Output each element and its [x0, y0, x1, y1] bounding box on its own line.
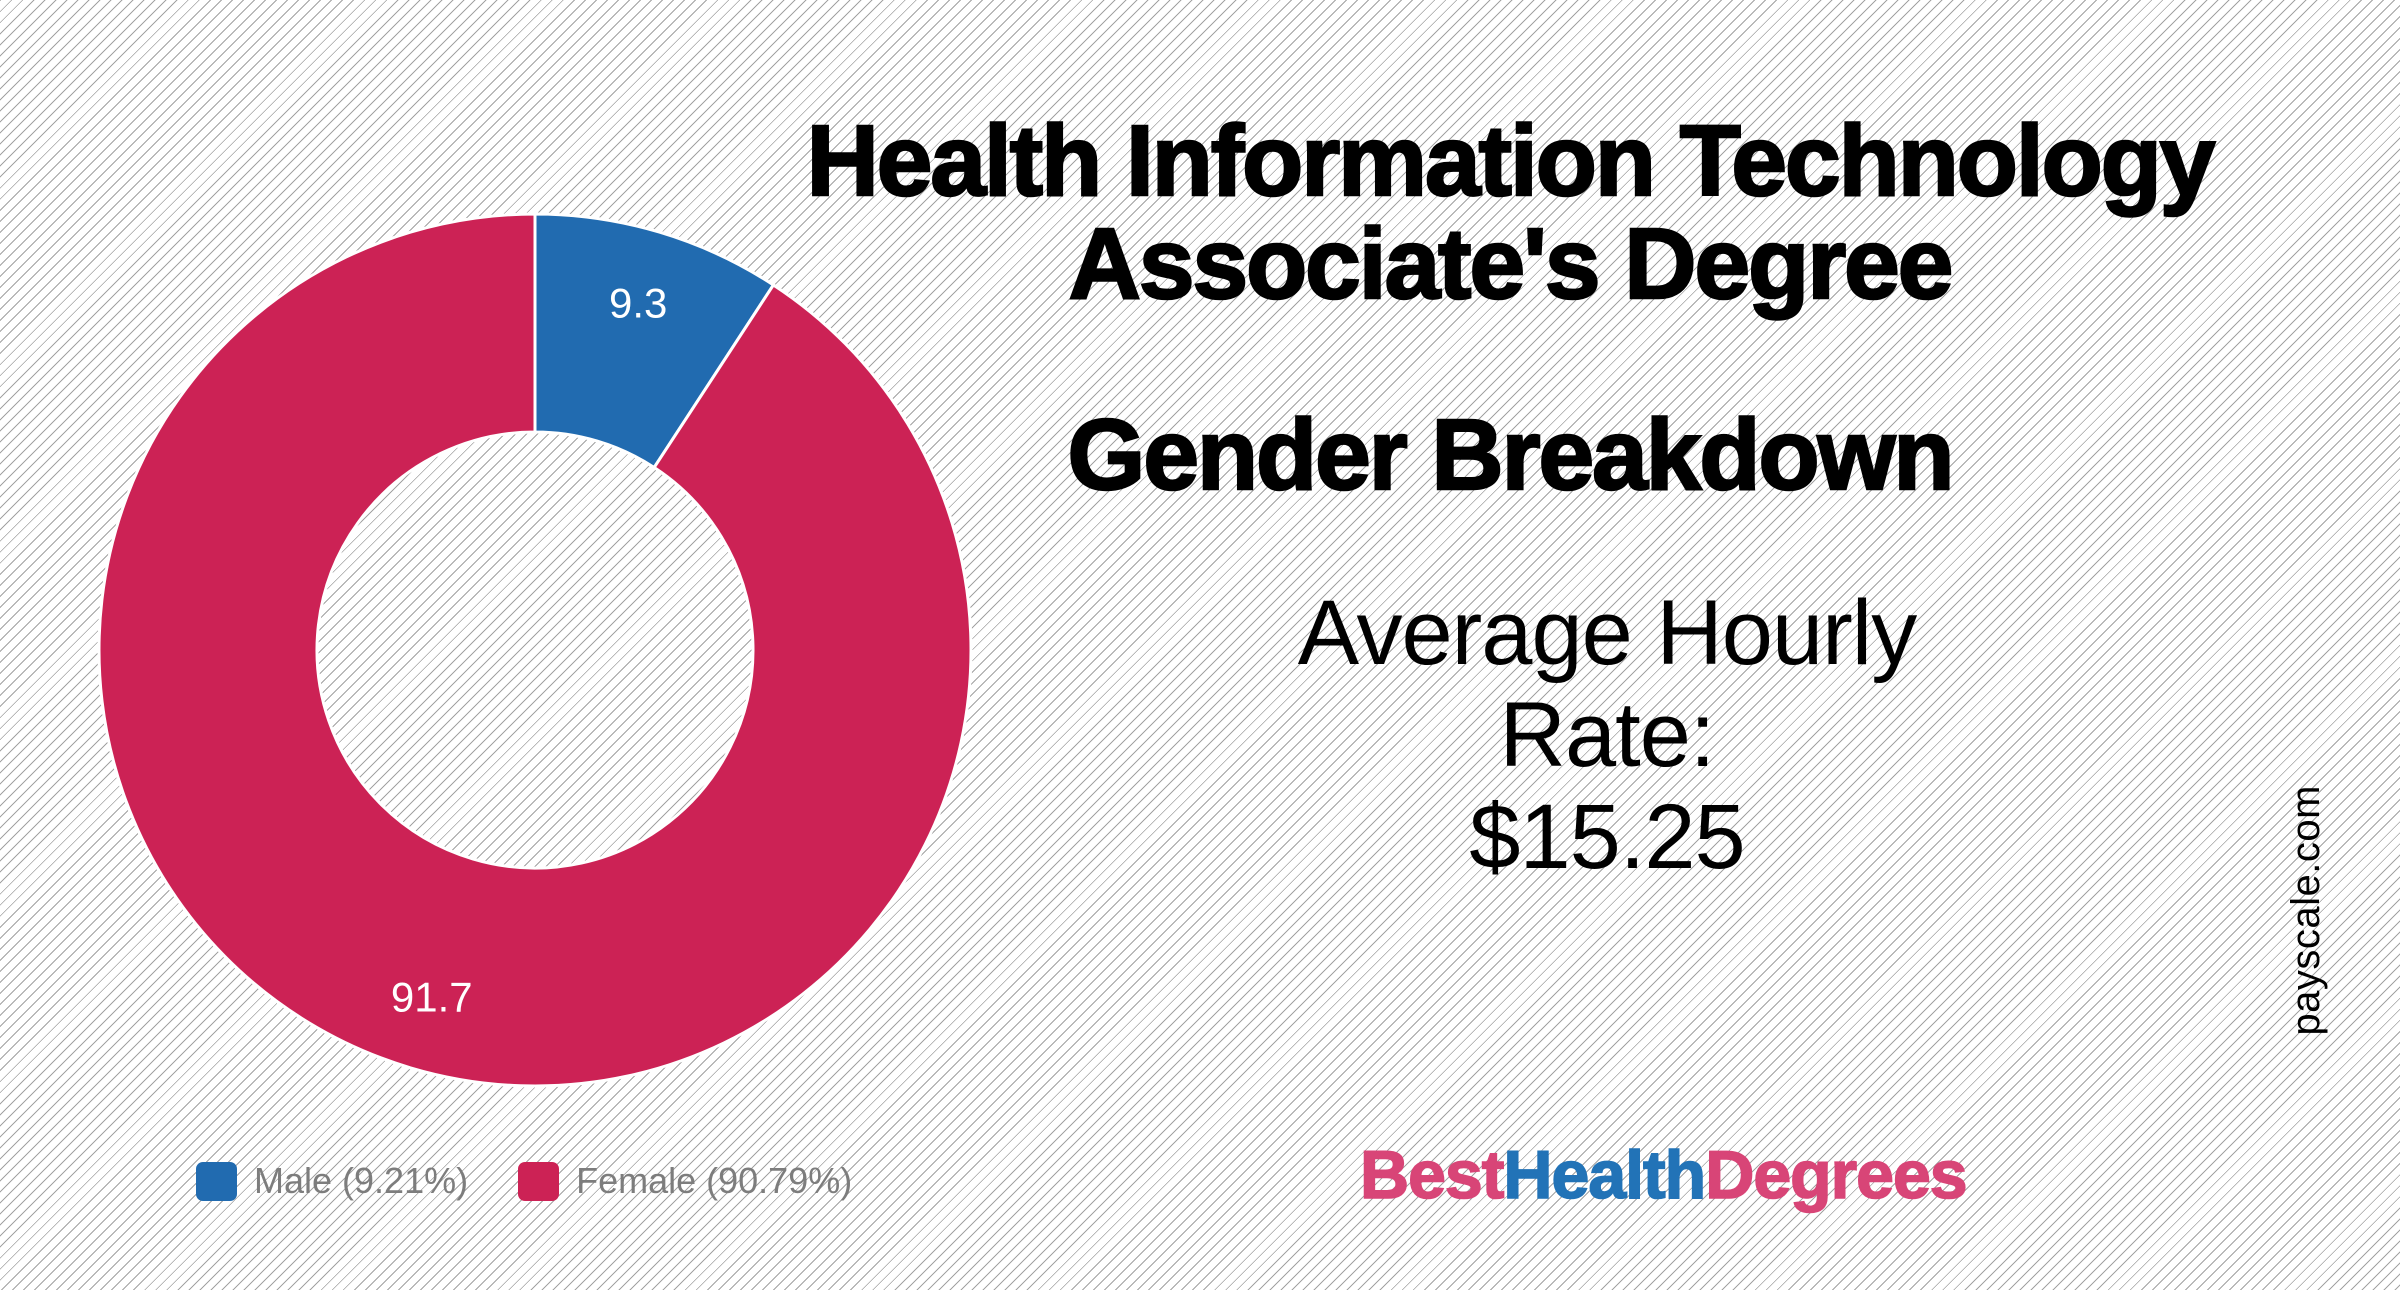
legend-label-female: Female (90.79%): [576, 1160, 853, 1201]
page-title-line-2: Associate's Degree: [1067, 208, 1954, 320]
stat-line-2: Rate:: [1499, 684, 1716, 786]
legend-item-male: Male (9.21%): [196, 1160, 468, 1202]
brand-logo-health: Health: [1503, 1136, 1707, 1214]
legend-swatch-male: [196, 1161, 237, 1201]
slice-label-female: 91.7: [391, 973, 473, 1020]
legend-label-male: Male (9.21%): [254, 1160, 469, 1201]
donut-slice-female: [97, 212, 973, 1088]
chart-legend: Male (9.21%) Female (90.79%): [196, 1160, 902, 1202]
legend-swatch-female: [518, 1161, 560, 1201]
brand-logo: BestHealthDegrees: [1359, 1136, 1968, 1214]
page-title-line-1: Health Information Technology: [805, 105, 2216, 217]
donut-chart: 9.3 91.7: [97, 212, 973, 1088]
section-heading: Gender Breakdown: [1066, 399, 1955, 511]
stat-line-1: Average Hourly: [1297, 582, 1917, 684]
page-title: Health Information Technology Associate'…: [660, 105, 2360, 320]
slice-label-male: 9.3: [609, 280, 667, 327]
payscale-watermark: payscale.com: [2284, 785, 2328, 1036]
stat-value: $15.25: [1469, 786, 1745, 888]
brand-logo-degrees: Degrees: [1704, 1136, 1968, 1214]
average-hourly-rate: Average Hourly Rate: $15.25: [1107, 582, 2107, 888]
brand-logo-best: Best: [1359, 1136, 1505, 1214]
legend-item-female: Female (90.79%): [518, 1160, 852, 1202]
